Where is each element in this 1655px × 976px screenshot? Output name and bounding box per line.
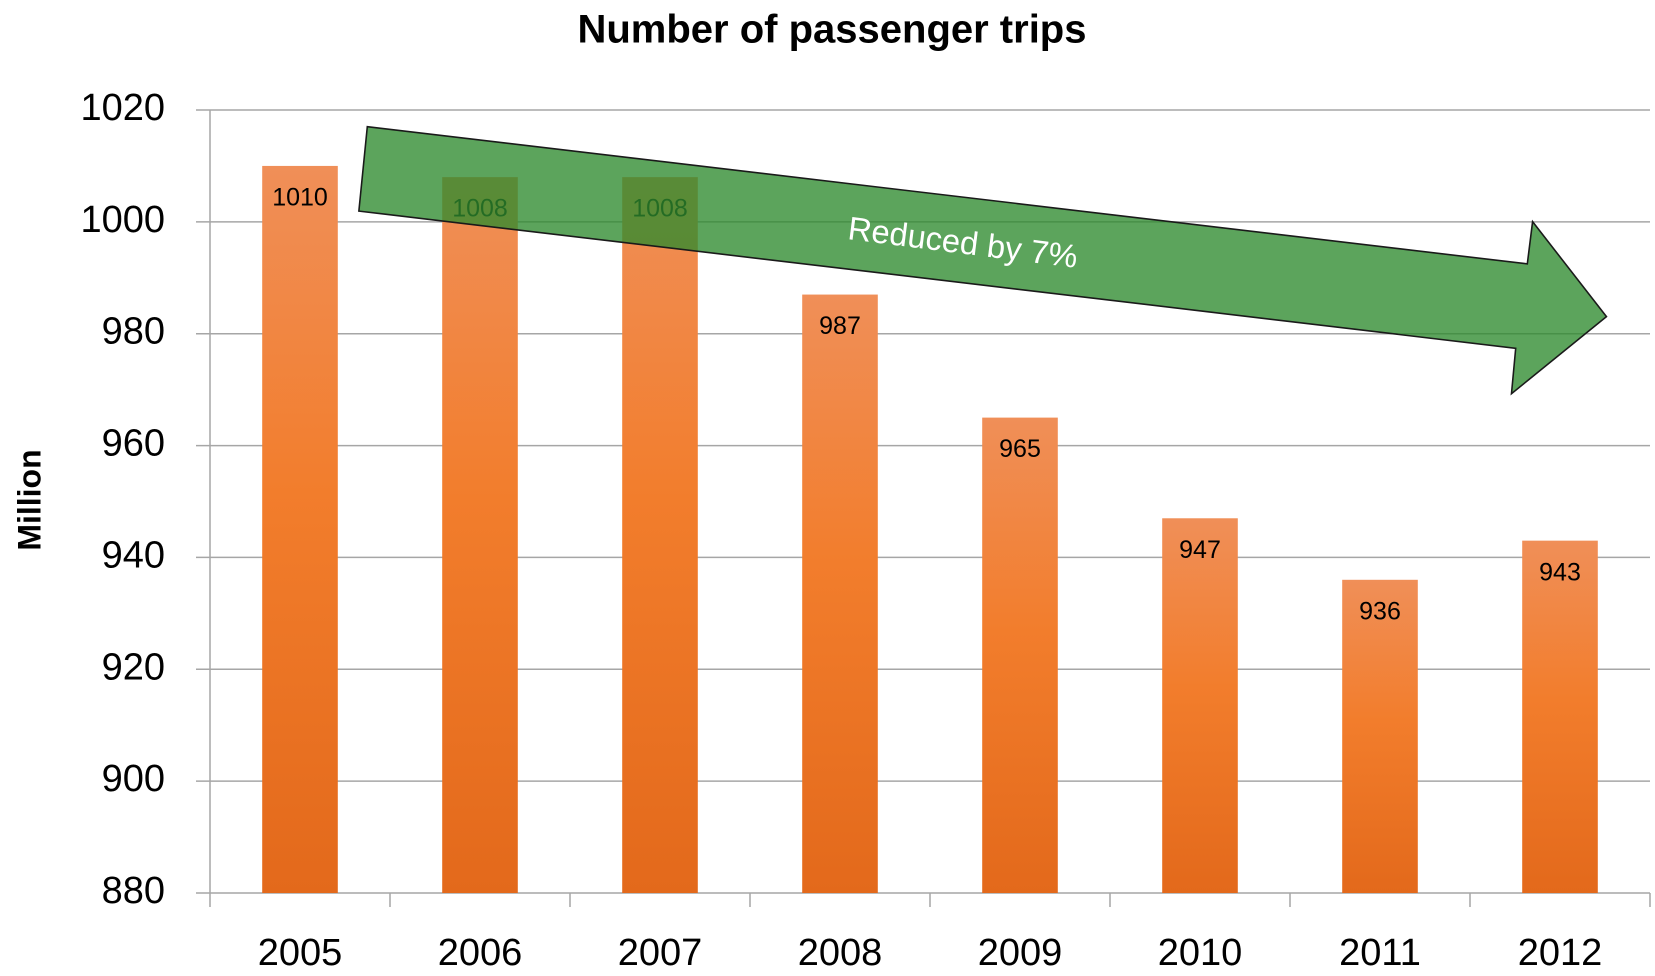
x-tick-label: 2010: [1158, 932, 1243, 974]
bar: [802, 294, 878, 893]
y-tick-label: 1000: [80, 199, 165, 241]
bar: [1342, 579, 1418, 893]
x-tick-label: 2012: [1518, 932, 1603, 974]
y-tick-label: 1020: [80, 87, 165, 129]
y-tick-label: 980: [102, 311, 165, 353]
x-tick-label: 2008: [798, 932, 883, 974]
bar: [262, 165, 338, 893]
value-label: 965: [999, 435, 1041, 463]
x-tick-label: 2011: [1339, 932, 1421, 974]
value-label: 987: [819, 312, 861, 340]
value-label: 947: [1179, 536, 1221, 564]
bars: 101010081008987965947936943: [262, 165, 1598, 894]
arrow-shape: [358, 125, 1608, 396]
bar: [1522, 540, 1598, 893]
value-label: 936: [1359, 597, 1401, 625]
grid: 880 900 920 940 960 980 1000 1020: [80, 87, 1650, 912]
bar: [982, 417, 1058, 893]
y-tick-label: 960: [102, 423, 165, 465]
bar: [442, 177, 518, 894]
x-tick-label: 2007: [618, 932, 703, 974]
trend-arrow: Reduced by 7%: [358, 125, 1608, 396]
x-axis: 2005 2006 2007 2008 2009 2010 2011 2012: [209, 110, 1651, 974]
chart-title: Number of passenger trips: [577, 8, 1086, 52]
value-label: 943: [1539, 558, 1581, 586]
y-axis-label: Million: [11, 449, 47, 550]
y-tick-label: 900: [102, 758, 165, 800]
x-tick-label: 2005: [258, 932, 343, 974]
x-tick-label: 2009: [978, 932, 1063, 974]
value-label: 1010: [272, 184, 328, 212]
bar: [622, 177, 698, 894]
x-tick-label: 2006: [438, 932, 523, 974]
bar: [1162, 518, 1238, 893]
y-tick-label: 940: [102, 534, 165, 576]
y-tick-label: 920: [102, 646, 165, 688]
y-tick-label: 880: [102, 870, 165, 912]
